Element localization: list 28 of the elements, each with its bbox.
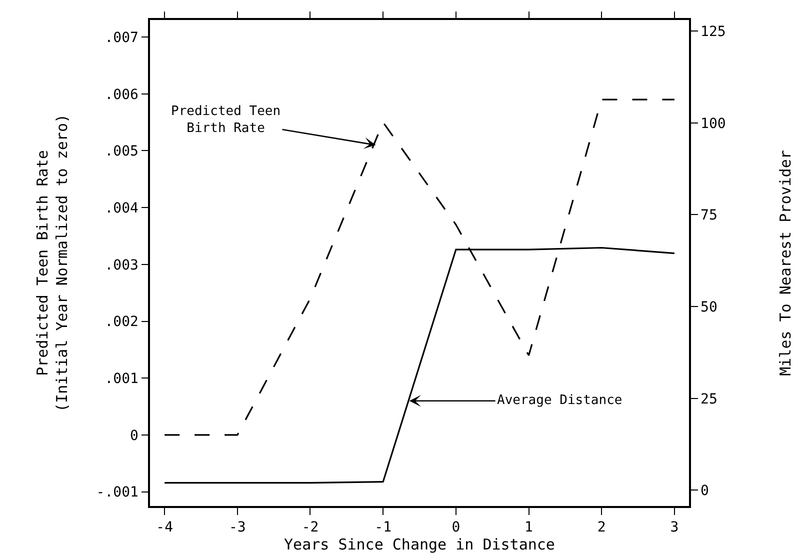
y2-tick-label: 75 — [700, 208, 718, 224]
y-tick-label: .007 — [104, 30, 138, 46]
x-tick-label: 2 — [597, 520, 606, 536]
annotation: Predicted Teen Birth Rate — [171, 104, 281, 136]
y2-axis-title: Miles To Nearest Provider — [776, 150, 794, 376]
x-tick-label: -1 — [374, 520, 392, 536]
x-tick-label: 3 — [670, 520, 679, 536]
y2-tick-label: 0 — [700, 483, 709, 500]
y-tick-label: 0 — [130, 428, 138, 444]
y2-tick-label: 125 — [700, 24, 726, 40]
x-tick-label: 0 — [452, 520, 460, 536]
annotation: Average Distance — [497, 393, 622, 408]
x-tick-label: 1 — [524, 520, 533, 536]
x-axis-title: Years Since Change in Distance — [284, 536, 555, 554]
y-axis-title: Predicted Teen Birth Rate (Initial Year Normalized to zero) — [34, 114, 72, 412]
y2-tick-label: 50 — [700, 299, 718, 316]
y-tick-label: .001 — [104, 371, 138, 388]
y2-tick-label: 100 — [700, 116, 726, 132]
x-tick-label: -4 — [156, 520, 173, 536]
x-tick-label: -2 — [302, 520, 319, 536]
y2-tick-label: 25 — [700, 391, 718, 408]
y-tick-label: .004 — [104, 200, 138, 216]
y-tick-label: .003 — [104, 257, 138, 274]
y-tick-label: .006 — [104, 86, 138, 103]
y-tick-label: .002 — [104, 314, 138, 330]
x-tick-label: -3 — [228, 520, 246, 536]
y-tick-label: .005 — [104, 144, 138, 160]
y-tick-label: -.001 — [96, 484, 138, 501]
